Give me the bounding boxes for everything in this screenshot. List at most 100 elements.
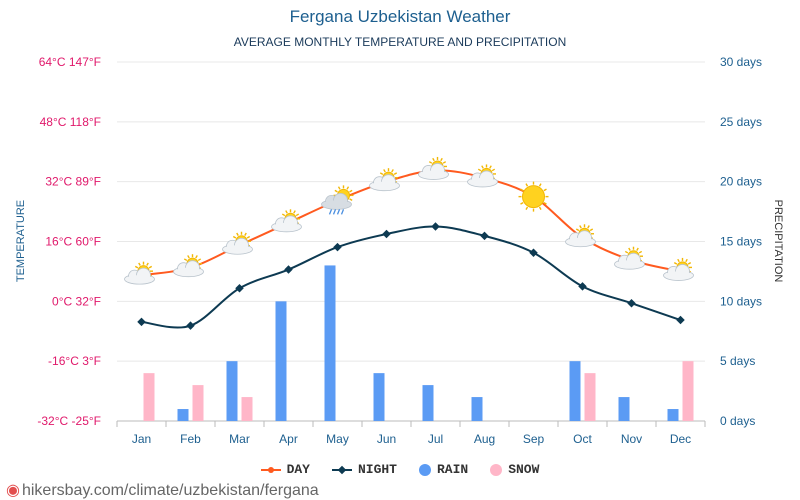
- legend-dot: [267, 466, 274, 473]
- legend-item-snow[interactable]: SNOW: [490, 462, 539, 477]
- rain-bar: [569, 361, 581, 421]
- cloud-fill: [272, 222, 301, 231]
- day-line: [141, 169, 681, 277]
- snow-bar: [192, 385, 204, 421]
- rain-cloud-icon: [321, 185, 354, 215]
- rain-drop: [340, 209, 345, 215]
- x-tick-label: Jul: [428, 432, 443, 446]
- partly-sunny-icon: [418, 156, 449, 180]
- night-point: [333, 242, 342, 252]
- sun-ray: [138, 262, 141, 266]
- sun-ray: [638, 250, 643, 254]
- left-tick-label: 16°C 60°F: [45, 235, 101, 249]
- x-tick-label: Feb: [180, 432, 201, 446]
- rain-bar: [422, 385, 434, 421]
- cloud-fill: [615, 260, 644, 269]
- sun-ray: [337, 186, 341, 190]
- sun-ray: [187, 255, 190, 259]
- sun-ray: [636, 247, 639, 251]
- partly-sunny-icon: [467, 164, 498, 188]
- sun-ray: [440, 157, 443, 162]
- sun-ray: [197, 258, 202, 262]
- night-point: [235, 284, 244, 293]
- location-pin-icon: ◉: [6, 482, 20, 499]
- rain-drop: [328, 209, 333, 215]
- night-point: [284, 265, 293, 274]
- sun-ray: [442, 161, 447, 164]
- rain-bar: [226, 361, 238, 421]
- sun-ray: [195, 255, 198, 259]
- sun-ray: [491, 168, 496, 172]
- cloud-fill: [125, 275, 154, 284]
- partly-sunny-icon: [614, 246, 645, 270]
- night-point: [431, 222, 440, 231]
- right-tick-label: 5 days: [720, 354, 755, 368]
- sun-ray: [624, 250, 629, 254]
- legend-marker-rain: [418, 463, 431, 476]
- sun-icon: [518, 181, 549, 212]
- right-tick-label: 10 days: [720, 294, 762, 308]
- partly-sunny-icon: [222, 231, 253, 255]
- legend-label: RAIN: [436, 462, 469, 477]
- x-tick-label: Mar: [229, 432, 250, 446]
- left-tick-label: 48°C 118°F: [40, 115, 101, 129]
- rain-bar: [275, 301, 287, 421]
- left-tick-label: 0°C 32°F: [52, 294, 101, 308]
- right-axis-title: PRECIPITATION: [772, 200, 784, 283]
- legend-item-rain[interactable]: RAIN: [418, 462, 469, 477]
- partly-sunny-icon: [271, 209, 302, 233]
- night-line: [141, 225, 681, 329]
- sun-ray: [379, 172, 384, 176]
- sun-ray: [489, 165, 492, 169]
- sun-ray: [538, 183, 542, 187]
- sun-disc: [522, 185, 545, 209]
- legend-marker-night: [331, 465, 352, 474]
- partly-sunny-icon: [173, 254, 204, 278]
- sun-ray: [285, 210, 288, 214]
- x-tick-label: Sep: [523, 432, 545, 446]
- sun-ray: [579, 225, 582, 229]
- partly-sunny-icon: [663, 257, 694, 281]
- source-url[interactable]: hikersbay.com/climate/uzbekistan/fergana: [21, 482, 319, 499]
- night-point: [578, 282, 587, 291]
- sun-ray: [393, 172, 398, 176]
- left-tick-label: -32°C -25°F: [37, 414, 101, 428]
- sun-ray: [391, 169, 394, 173]
- sun-ray: [346, 186, 350, 190]
- sun-ray: [687, 262, 692, 265]
- left-tick-label: -16°C 3°F: [48, 354, 101, 368]
- legend-circle: [418, 463, 431, 476]
- night-point: [676, 315, 685, 325]
- x-tick-label: Dec: [670, 432, 691, 446]
- sun-ray: [349, 198, 353, 201]
- cloud-fill: [223, 245, 252, 254]
- sun-ray: [295, 213, 300, 217]
- legend-item-night[interactable]: NIGHT: [331, 462, 397, 477]
- right-tick-label: 30 days: [720, 55, 762, 69]
- night-point: [186, 321, 195, 330]
- rain-bar: [667, 409, 679, 421]
- source-footer[interactable]: ◉ hikersbay.com/climate/uzbekistan/fergan…: [6, 480, 319, 500]
- rain-bar: [618, 397, 630, 421]
- sun-ray: [334, 189, 338, 193]
- cloud-fill: [468, 177, 497, 186]
- sun-ray: [543, 202, 547, 205]
- sun-ray: [183, 258, 188, 262]
- legend-item-day[interactable]: DAY: [260, 462, 310, 477]
- sun-ray: [477, 168, 482, 172]
- x-tick-label: Apr: [279, 432, 298, 446]
- cloud-fill: [322, 200, 351, 209]
- x-tick-label: Jan: [132, 432, 151, 446]
- sun-ray: [432, 157, 435, 162]
- x-tick-label: Nov: [621, 432, 642, 446]
- snow-bar: [584, 373, 596, 421]
- night-point: [480, 231, 489, 241]
- sun-ray: [520, 202, 524, 205]
- sun-ray: [628, 247, 631, 251]
- sun-ray: [246, 235, 251, 239]
- partly-sunny-icon: [124, 261, 155, 285]
- legend-label: DAY: [286, 462, 310, 477]
- left-axis-title: TEMPERATURE: [15, 200, 27, 282]
- chart-title: Fergana Uzbekistan Weather: [289, 7, 511, 26]
- legend-label: NIGHT: [357, 462, 397, 477]
